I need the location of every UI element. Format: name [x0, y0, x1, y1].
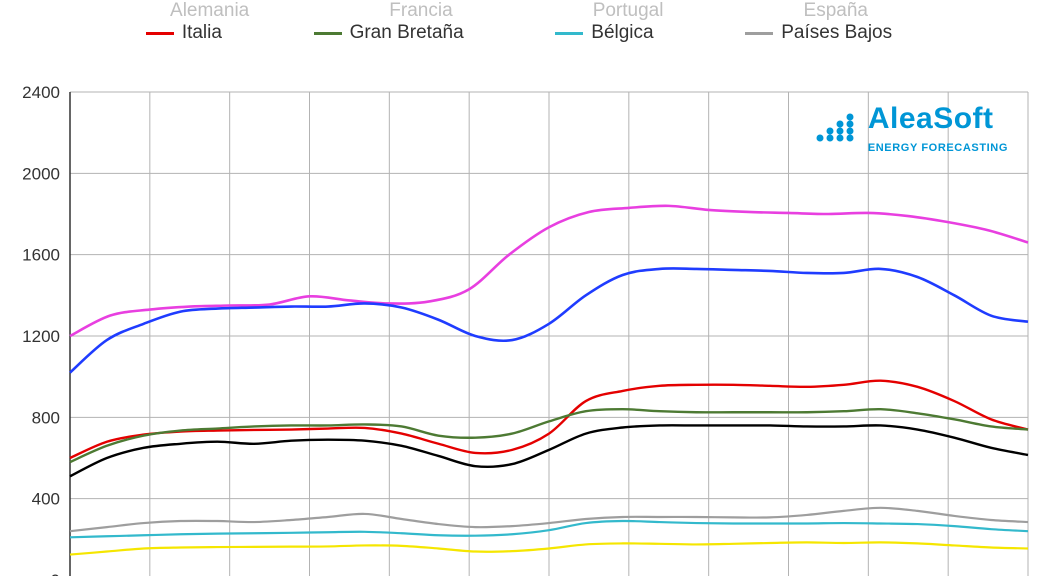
- legend-label: Bélgica: [591, 22, 653, 44]
- legend-swatch: [555, 32, 583, 35]
- legend-item: Bélgica: [555, 22, 653, 44]
- svg-text:1600: 1600: [22, 246, 60, 265]
- svg-text:0: 0: [51, 571, 60, 576]
- legend-label: España: [804, 0, 868, 22]
- legend-swatch: [314, 32, 342, 35]
- legend-item: Italia: [146, 22, 222, 44]
- legend-row-1: Alemania Francia Portugal España: [0, 0, 1038, 22]
- legend-label: Alemania: [170, 0, 249, 22]
- svg-text:800: 800: [32, 408, 60, 427]
- legend-label: Países Bajos: [781, 22, 892, 44]
- logo-brand: AleaSoft: [868, 102, 1008, 136]
- legend-item: Países Bajos: [745, 22, 892, 44]
- logo-text: AleaSoft ENERGY FORECASTING: [868, 102, 1008, 154]
- legend-item: Francia: [389, 0, 452, 22]
- svg-text:2000: 2000: [22, 164, 60, 183]
- svg-text:2400: 2400: [22, 83, 60, 102]
- legend-label: Gran Bretaña: [350, 22, 464, 44]
- svg-text:1200: 1200: [22, 327, 60, 346]
- legend-swatch: [745, 32, 773, 35]
- aleasoft-logo: AleaSoft ENERGY FORECASTING: [816, 102, 1008, 154]
- logo-tagline: ENERGY FORECASTING: [868, 142, 1008, 154]
- legend-item: España: [804, 0, 868, 22]
- legend-swatch: [146, 32, 174, 35]
- legend-label: Portugal: [593, 0, 664, 22]
- logo-dots-icon: [816, 110, 860, 146]
- line-chart: 0400800120016002000240020242024202420242…: [0, 44, 1038, 576]
- legend-label: Italia: [182, 22, 222, 44]
- legend: Alemania Francia Portugal España Italia Gran…: [0, 0, 1038, 44]
- legend-item: Alemania: [170, 0, 249, 22]
- legend-label: Francia: [389, 0, 452, 22]
- legend-item: Portugal: [593, 0, 664, 22]
- svg-text:400: 400: [32, 490, 60, 509]
- legend-item: Gran Bretaña: [314, 22, 464, 44]
- legend-row-2: Italia Gran Bretaña Bélgica Países Bajos: [0, 22, 1038, 44]
